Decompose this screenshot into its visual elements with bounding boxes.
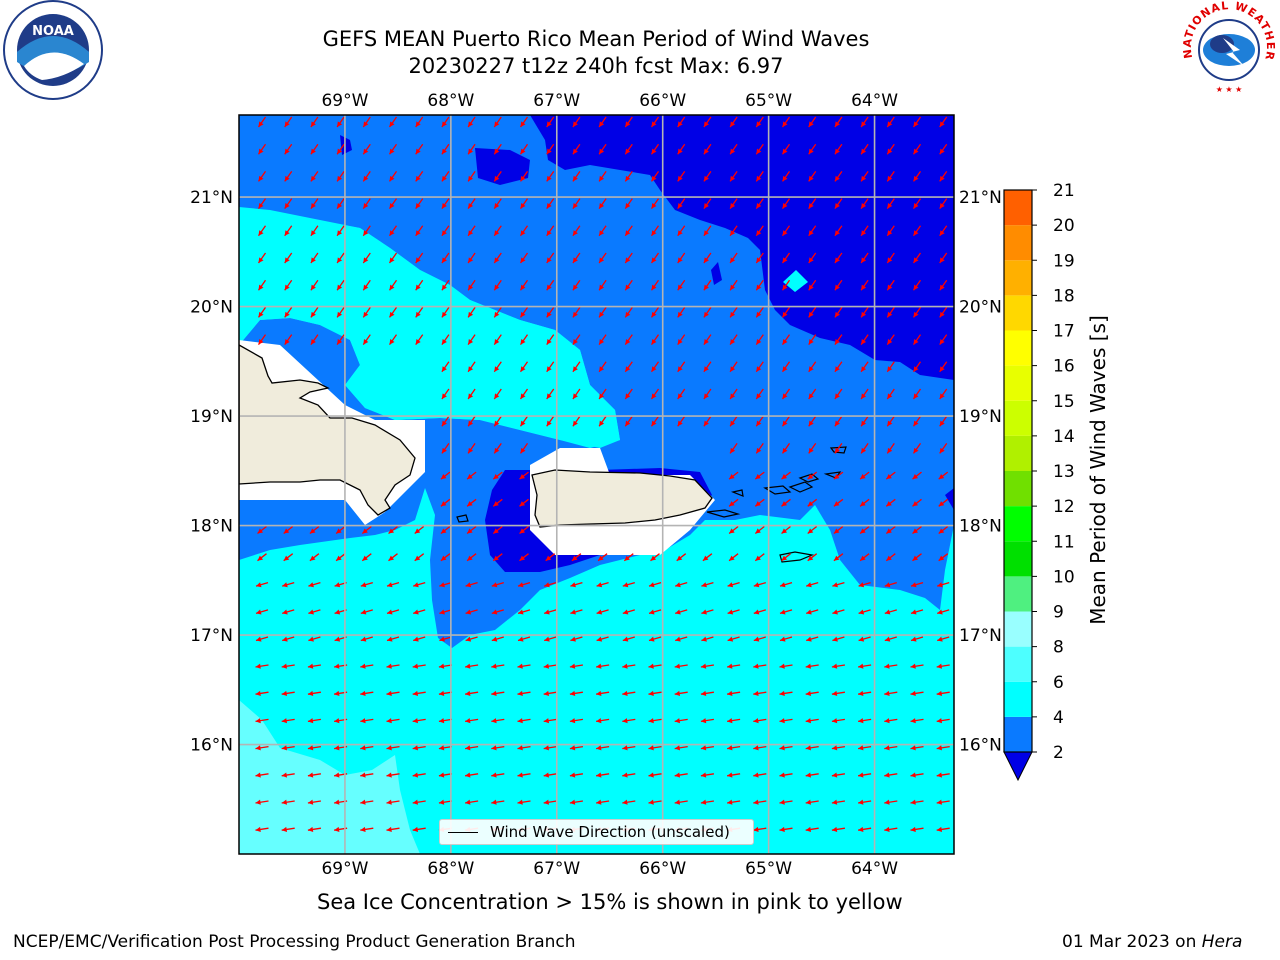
land-vieques (706, 509, 741, 518)
footer-run-date: 01 Mar 2023 on Hera (1062, 932, 1242, 952)
nws-logo: NATIONAL WEATHER SERVICE ★ ★ ★ (1178, 0, 1276, 96)
land-puerto-rico (531, 469, 713, 528)
sea-ice-note: Sea Ice Concentration > 15% is shown in … (317, 890, 903, 914)
lon-tick-bottom-0: 69°W (321, 859, 368, 879)
lat-tick-right-5: 16°N (959, 736, 1002, 756)
lat-tick-left-4: 17°N (190, 626, 233, 646)
noaa-logo: NOAA (3, 0, 103, 100)
lon-tick-top-2: 67°W (533, 91, 580, 111)
map-legend: Wind Wave Direction (unscaled) (439, 819, 754, 845)
lat-tick-labels-left: 21°N 20°N 19°N 18°N 17°N 16°N (190, 188, 233, 755)
lat-tick-left-3: 18°N (190, 517, 233, 537)
lat-tick-right-2: 19°N (959, 407, 1002, 427)
land-st-thomas (763, 485, 792, 495)
map-subtitle: 20230227 t12z 240h fcst Max: 6.97 (408, 54, 784, 78)
lat-tick-right-0: 21°N (959, 188, 1002, 208)
lat-tick-labels-right: 21°N 20°N 19°N 18°N 17°N 16°N (959, 188, 1002, 755)
legend-label: Wind Wave Direction (unscaled) (490, 823, 730, 841)
land-anegada (829, 446, 847, 454)
lon-tick-labels-bottom: 69°W 68°W 67°W 66°W 65°W 64°W (321, 859, 898, 879)
lat-tick-left-2: 19°N (190, 407, 233, 427)
lon-tick-bottom-5: 64°W (851, 859, 898, 879)
map-gridlines (239, 115, 954, 854)
map-frame (238, 114, 955, 855)
colorbar-label: Mean Period of Wind Waves [s] (1086, 315, 1110, 625)
footer-branch-credit: NCEP/EMC/Verification Post Processing Pr… (13, 932, 576, 952)
lon-tick-bottom-2: 67°W (533, 859, 580, 879)
lon-tick-bottom-3: 66°W (639, 859, 686, 879)
lon-tick-top-5: 64°W (851, 91, 898, 111)
lat-tick-left-5: 16°N (190, 736, 233, 756)
noaa-logo-text: NOAA (32, 24, 74, 39)
lon-tick-top-3: 66°W (639, 91, 686, 111)
wave-period-light-cyan-region (239, 700, 420, 854)
lat-tick-right-1: 20°N (959, 298, 1002, 318)
wave-period-cyan-band-north (239, 210, 620, 448)
land-hispaniola (239, 344, 416, 516)
svg-text:★ ★ ★: ★ ★ ★ (1216, 85, 1243, 94)
lon-tick-bottom-1: 68°W (427, 859, 474, 879)
footer-date: 01 Mar 2023 on (1062, 932, 1202, 952)
lon-tick-top-1: 68°W (427, 91, 474, 111)
lat-tick-left-1: 20°N (190, 298, 233, 318)
legend-line-swatch (448, 832, 478, 833)
wind-wave-direction-arrows (255, 116, 950, 833)
lon-tick-bottom-4: 65°W (745, 859, 792, 879)
lon-tick-top-0: 69°W (321, 91, 368, 111)
lon-tick-top-4: 65°W (745, 91, 792, 111)
wave-period-dark-blue-patch (475, 148, 530, 185)
wave-period-dark-blue-region-ne (530, 115, 954, 380)
lon-tick-labels-top: 69°W 68°W 67°W 66°W 65°W 64°W (321, 91, 898, 111)
lat-tick-right-3: 18°N (959, 517, 1002, 537)
lat-tick-right-4: 17°N (959, 626, 1002, 646)
lat-tick-left-0: 21°N (190, 188, 233, 208)
map-title: GEFS MEAN Puerto Rico Mean Period of Win… (322, 27, 870, 51)
footer-host: Hera (1201, 932, 1243, 952)
